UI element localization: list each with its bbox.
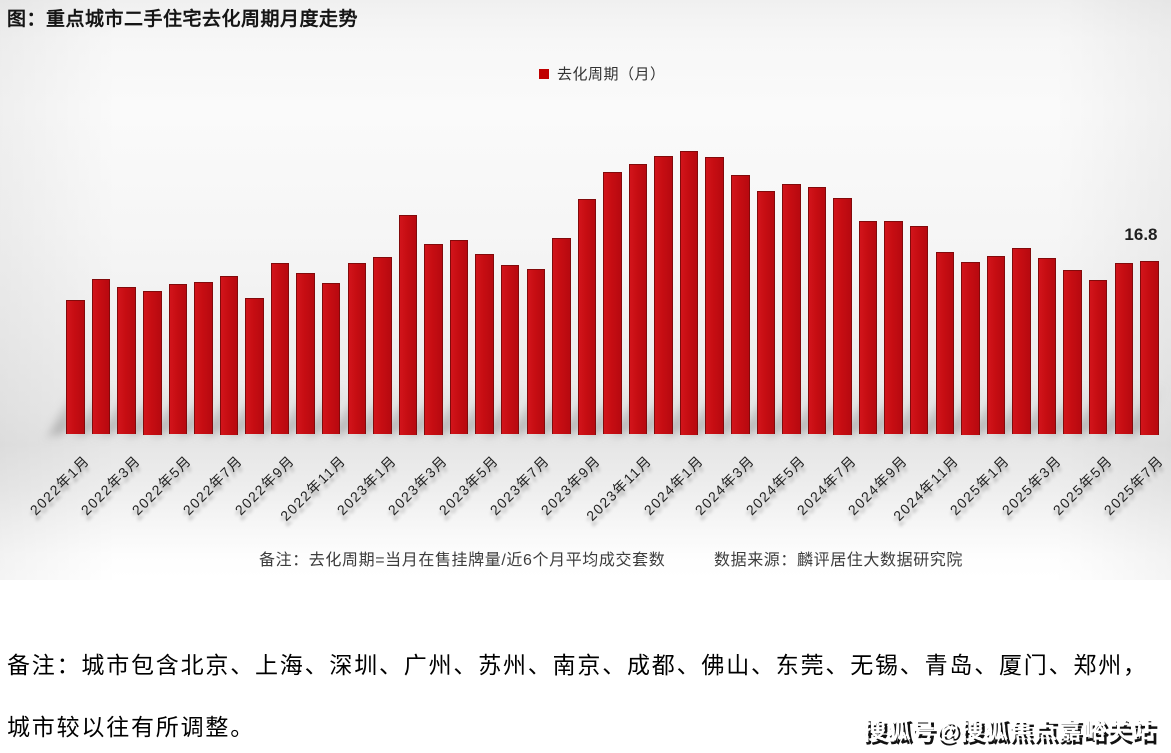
chart-legend: 去化周期（月） [539,64,666,83]
legend-label: 去化周期（月） [557,65,666,83]
bar-2025年3月 [1037,257,1057,435]
bar-2023年5月 [475,253,494,435]
bar-2024年2月 [705,156,724,435]
bar-2022年11月 [321,282,341,435]
watermark-shadow-text: 搜狐号@搜狐焦点嘉峪关站 [865,721,1159,748]
bar-2022年7月 [219,275,239,435]
bar-2023年1月 [373,256,392,435]
destocking-cycle-chart: 图：重点城市二手住宅去化周期月度走势 去化周期（月） 2022年1月 2022年3… [0,0,1171,580]
bar-2024年4月 [756,190,776,435]
bar-2022年1月 [66,300,85,435]
last-value-label: 16.8 [1124,225,1158,244]
bar-2024年8月 [858,220,878,435]
bar-2024年3月 [731,175,750,435]
bar-2024年7月 [833,198,852,435]
bar-2022年9月 [270,263,290,435]
bar-2023年6月 [500,265,520,435]
bar-2022年12月 [347,263,366,435]
bar-2022年3月 [117,286,136,435]
bar-2023年9月 [577,199,597,435]
bar-2023年12月 [654,155,673,435]
bar-2023年2月 [398,214,418,435]
plot-area: 2022年1月 2022年3月 2022年5月 2022年7月 2022年9月 2022年… [27,150,1167,524]
bar-2024年9月 [884,220,903,435]
bar-2022年5月 [168,283,188,435]
bar-2023年10月 [603,172,622,435]
bar-2025年5月 [1088,279,1108,435]
legend-swatch-icon [539,68,549,79]
bar-2023年4月 [449,240,469,435]
bar-2024年11月 [935,251,954,435]
bar-2022年2月 [91,278,111,435]
bar-2023年3月 [424,243,443,435]
bar-2025年7月 [1140,261,1159,435]
bar-2024年10月 [909,225,929,435]
bar-2024年12月 [961,262,980,435]
bar-2023年8月 [552,238,571,435]
bar-2025年2月 [1012,247,1031,435]
chart-data-source: 数据来源：麟评居住大数据研究院 [714,552,964,569]
chart-title: 图：重点城市二手住宅去化周期月度走势 [7,9,359,30]
bar-2022年6月 [194,281,213,435]
chart-note: 备注：去化周期=当月在售挂牌量/近6个月平均成交套数 [259,552,666,569]
remark-line-1: 备注：城市包含北京、上海、深圳、广州、苏州、南京、成都、佛山、东莞、无锡、青岛、… [7,653,1148,678]
bar-2022年8月 [245,298,264,435]
bar-2024年1月 [679,150,699,435]
bar-2025年6月 [1114,263,1133,435]
watermark-face-text: 搜狐号@搜狐焦点嘉峪关站 [862,717,1156,744]
bar-2022年10月 [296,273,315,435]
bar-2025年4月 [1063,270,1082,435]
bar-2025年1月 [986,255,1006,435]
bar-2024年6月 [807,186,827,435]
bar-2022年4月 [143,291,162,435]
sohu-watermark: 搜狐号@搜狐焦点嘉峪关站 搜狐号@搜狐焦点嘉峪关站 [862,710,1162,748]
bar-2023年7月 [526,269,545,435]
remark-line-2: 城市较以往有所调整。 [7,715,255,740]
bar-2024年5月 [782,183,801,435]
bar-2023年11月 [628,163,648,435]
